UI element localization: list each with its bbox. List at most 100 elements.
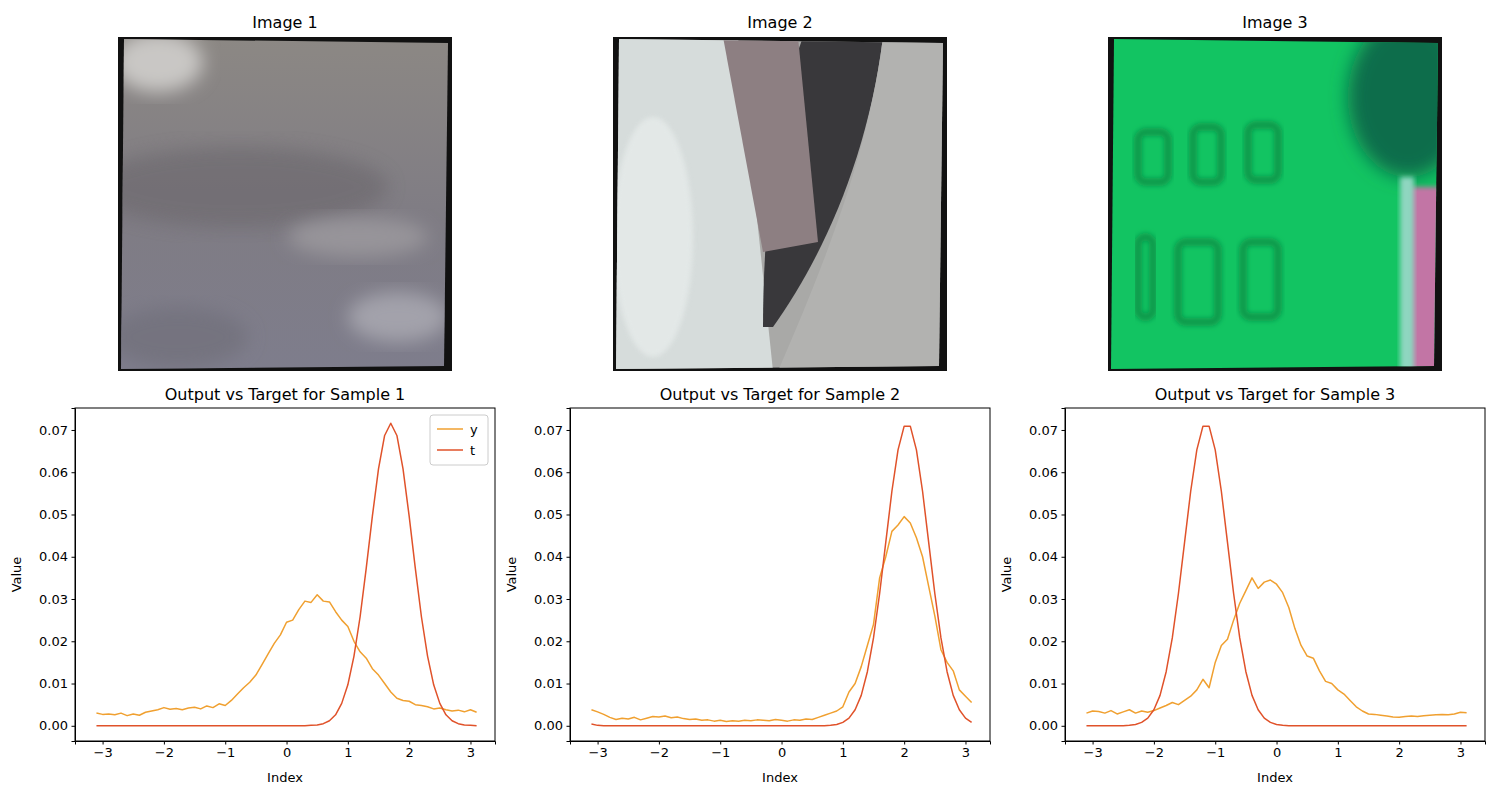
image-region bbox=[723, 37, 818, 252]
y-tick-label: 0.02 bbox=[1029, 634, 1058, 649]
plot-area bbox=[1086, 426, 1466, 726]
x-tick-mark bbox=[1399, 741, 1400, 745]
plot-area bbox=[96, 423, 476, 726]
series-line bbox=[1086, 426, 1466, 726]
y-tick-mark bbox=[1062, 514, 1066, 515]
x-tick-mark bbox=[782, 741, 783, 745]
x-tick-label: −1 bbox=[1206, 745, 1225, 760]
y-tick: 0.06 bbox=[534, 465, 570, 480]
y-tick-mark bbox=[1062, 641, 1066, 642]
legend-swatch bbox=[437, 449, 463, 451]
y-tick-mark bbox=[567, 599, 571, 600]
x-tick-label: 3 bbox=[467, 745, 475, 760]
y-tick-mark bbox=[72, 472, 76, 473]
chart-title: Output vs Target for Sample 2 bbox=[660, 385, 900, 404]
x-tick-label: 2 bbox=[901, 745, 909, 760]
y-tick: 0.00 bbox=[1029, 718, 1065, 733]
x-tick: 2 bbox=[1396, 741, 1404, 760]
x-tick-label: 3 bbox=[1457, 745, 1465, 760]
x-axis: −3 −2 −1 0 1 2 3 bbox=[1066, 741, 1486, 760]
image-region bbox=[1138, 132, 1168, 182]
x-tick-label: 1 bbox=[1334, 745, 1342, 760]
y-tick-label: 0.04 bbox=[39, 549, 68, 564]
x-tick: 1 bbox=[1334, 741, 1342, 760]
x-tick: 2 bbox=[406, 741, 414, 760]
y-axis: 0.000.010.020.030.040.050.060.07 bbox=[1029, 409, 1065, 742]
x-tick: −3 bbox=[1084, 741, 1103, 760]
y-tick-mark bbox=[72, 557, 76, 558]
y-tick-label: 0.04 bbox=[534, 549, 563, 564]
y-tick-mark bbox=[567, 684, 571, 685]
y-tick: 0.02 bbox=[39, 634, 75, 649]
y-axis: 0.000.010.020.030.040.050.060.07 bbox=[534, 409, 570, 742]
image-title: Image 2 bbox=[747, 13, 812, 32]
x-axis-line bbox=[1066, 742, 1486, 745]
y-axis: 0.000.010.020.030.040.050.060.07 bbox=[39, 409, 75, 742]
y-axis-title: Value bbox=[504, 557, 519, 593]
x-axis: −3−2−10123 bbox=[571, 741, 991, 760]
y-tick-mark bbox=[567, 472, 571, 473]
x-tick: −2 bbox=[650, 741, 669, 760]
x-tick-mark bbox=[598, 741, 599, 745]
y-tick-label: 0.03 bbox=[534, 592, 563, 607]
image-title: Image 3 bbox=[1242, 13, 1307, 32]
y-tick-mark bbox=[1062, 726, 1066, 727]
y-tick: 0.06 bbox=[39, 465, 75, 480]
image-region bbox=[288, 217, 428, 257]
x-tick-label: 2 bbox=[406, 745, 414, 760]
x-tick-label: −1 bbox=[711, 745, 730, 760]
x-tick-label: −2 bbox=[650, 745, 669, 760]
x-tick-label: 0 bbox=[283, 745, 291, 760]
image-region bbox=[613, 117, 693, 357]
chart: −3−2−101230.000.010.020.030.040.050.060.… bbox=[504, 385, 991, 785]
x-tick-mark bbox=[287, 741, 288, 745]
y-tick-label: 0.07 bbox=[534, 423, 563, 438]
image-region bbox=[118, 37, 203, 92]
image-region bbox=[1348, 37, 1442, 177]
image-border bbox=[613, 37, 947, 371]
chart-title: Output vs Target for Sample 3 bbox=[1155, 385, 1395, 404]
y-tick: 0.06 bbox=[1029, 465, 1065, 480]
y-tick-label: 0.02 bbox=[39, 634, 68, 649]
image-panel bbox=[613, 37, 947, 371]
x-tick: 1 bbox=[344, 741, 352, 760]
y-tick-mark bbox=[567, 557, 571, 558]
y-tick: 0.03 bbox=[534, 592, 570, 607]
x-tick-mark bbox=[1460, 741, 1461, 745]
x-axis-title: Index bbox=[267, 770, 303, 785]
x-tick: −2 bbox=[1145, 741, 1164, 760]
y-tick-mark bbox=[567, 726, 571, 727]
x-tick: 0 bbox=[1273, 741, 1281, 760]
y-tick-label: 0.03 bbox=[1029, 592, 1058, 607]
y-tick-label: 0.01 bbox=[1029, 676, 1058, 691]
y-tick-label: 0.05 bbox=[39, 507, 68, 522]
x-tick-mark bbox=[659, 741, 660, 745]
y-tick-label: 0.06 bbox=[1029, 465, 1058, 480]
y-tick: 0.07 bbox=[39, 423, 75, 438]
y-axis-title: Value bbox=[9, 557, 24, 593]
x-tick-mark bbox=[1215, 741, 1216, 745]
image-panel bbox=[88, 32, 452, 371]
x-axis-title: Index bbox=[762, 770, 798, 785]
y-tick: 0.03 bbox=[1029, 592, 1065, 607]
series-line bbox=[96, 423, 476, 726]
x-tick: −3 bbox=[589, 741, 608, 760]
y-tick-label: 0.07 bbox=[1029, 423, 1058, 438]
x-tick-label: 1 bbox=[839, 745, 847, 760]
x-tick: −1 bbox=[711, 741, 730, 760]
x-tick-mark bbox=[843, 741, 844, 745]
x-tick-label: −3 bbox=[94, 745, 113, 760]
y-tick-mark bbox=[72, 599, 76, 600]
y-tick: 0.07 bbox=[1029, 423, 1065, 438]
image-region bbox=[1248, 125, 1278, 180]
y-tick-label: 0.00 bbox=[1029, 718, 1058, 733]
x-axis: −3−2−10123 bbox=[76, 741, 496, 760]
y-tick: 0.04 bbox=[39, 549, 75, 564]
x-tick-mark bbox=[225, 741, 226, 745]
y-tick-mark bbox=[567, 641, 571, 642]
y-tick-label: 0.07 bbox=[39, 423, 68, 438]
image-title: Image 1 bbox=[252, 13, 317, 32]
image-panel bbox=[1108, 17, 1468, 377]
y-tick-label: 0.01 bbox=[39, 676, 68, 691]
y-tick-mark bbox=[1062, 472, 1066, 473]
